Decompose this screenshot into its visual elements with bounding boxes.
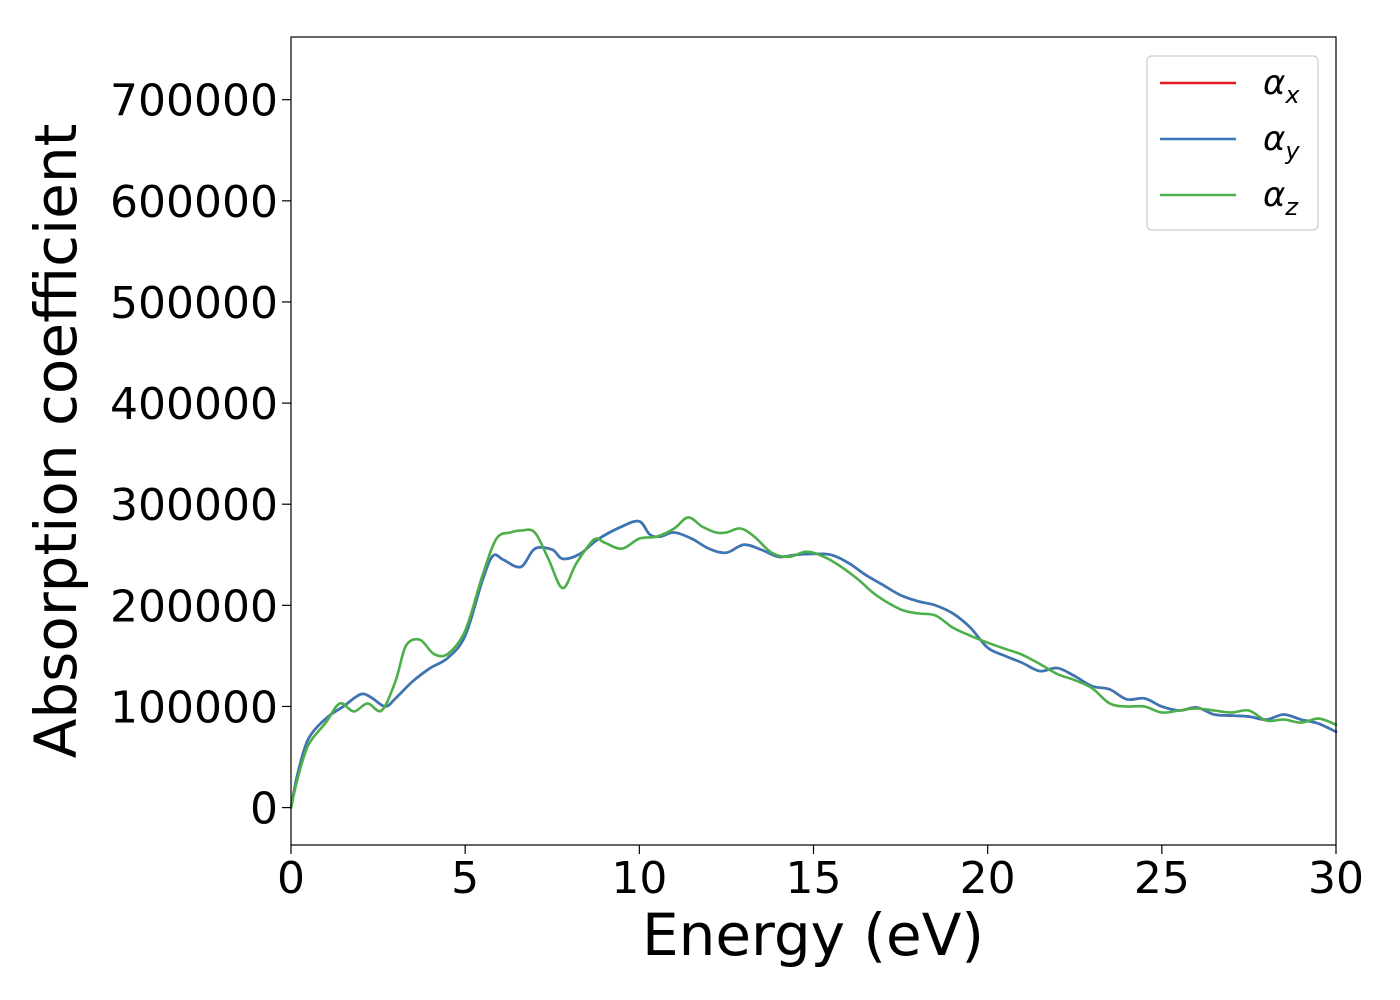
y-tick-label: 600000 xyxy=(110,177,278,228)
y-tick-label: 400000 xyxy=(110,379,278,430)
x-tick-label: 10 xyxy=(611,853,667,904)
legend-label-y: αy xyxy=(1263,119,1300,165)
legend-symbol: α xyxy=(1263,63,1285,103)
y-axis: 0 100000 200000 300000 400000 500000 600000 700… xyxy=(110,76,291,835)
y-tick-label: 500000 xyxy=(110,278,278,329)
x-tick-label: 15 xyxy=(786,853,842,904)
series-line-alpha-y xyxy=(289,519,1338,809)
x-axis-label: Energy (eV) xyxy=(642,901,984,969)
legend-box xyxy=(1146,55,1319,231)
legend-symbol: α xyxy=(1263,119,1285,159)
legend-subscript: z xyxy=(1284,193,1299,221)
legend-subscript: y xyxy=(1284,137,1300,165)
x-tick-label: 5 xyxy=(451,853,479,904)
x-tick-label: 0 xyxy=(277,853,305,904)
series-line-alpha-z xyxy=(289,516,1338,809)
x-tick-label: 25 xyxy=(1134,853,1190,904)
y-tick-label: 200000 xyxy=(110,581,278,632)
legend-symbol: α xyxy=(1263,175,1285,215)
y-tick-label: 100000 xyxy=(110,682,278,733)
series-group xyxy=(289,516,1338,809)
y-tick-label: 700000 xyxy=(110,76,278,127)
y-tick-label: 300000 xyxy=(110,480,278,531)
legend-subscript: x xyxy=(1284,81,1300,109)
x-axis: 0 5 10 15 20 25 30 xyxy=(277,845,1364,904)
x-tick-label: 30 xyxy=(1308,853,1364,904)
legend-label-x: αx xyxy=(1263,63,1300,109)
legend-label-z: αz xyxy=(1263,175,1299,221)
y-tick-label: 0 xyxy=(250,784,278,835)
x-tick-label: 20 xyxy=(960,853,1016,904)
series-line-alpha-x xyxy=(289,519,1338,809)
y-axis-label: Absorption coefficient xyxy=(22,124,90,759)
